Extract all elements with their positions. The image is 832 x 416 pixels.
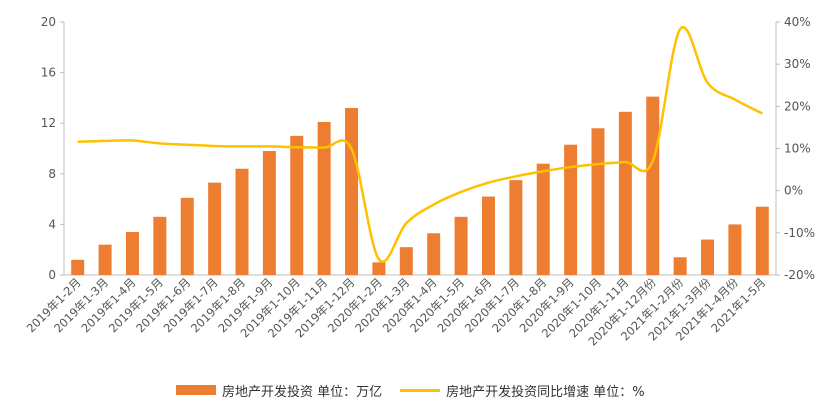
bar <box>372 262 386 275</box>
legend: 房地产开发投资 单位：万亿 房地产开发投资同比增速 单位：% <box>176 381 645 400</box>
bar <box>153 216 167 275</box>
bar <box>427 233 441 275</box>
bar <box>618 111 632 275</box>
bar <box>125 231 139 275</box>
right-axis: -20% -10% 0% 10% 20% 30% 40% <box>775 15 815 282</box>
bar <box>591 128 605 275</box>
legend-bar-label: 房地产开发投资 单位：万亿 <box>222 384 383 400</box>
bar <box>755 206 769 275</box>
right-axis-tick-label: 40% <box>784 15 811 29</box>
right-axis-tick-label: 0% <box>784 184 803 198</box>
bar <box>646 96 660 275</box>
x-axis-labels: 2019年1-2月2019年1-3月2019年1-4月2019年1-5月2019… <box>24 275 769 349</box>
bar <box>208 182 222 275</box>
right-axis-tick-label: 20% <box>784 99 811 113</box>
left-axis-tick-label: 16 <box>41 66 56 80</box>
bar <box>262 151 276 275</box>
bar <box>317 121 331 275</box>
bar <box>290 135 304 275</box>
bar <box>701 239 715 275</box>
bar <box>399 247 413 275</box>
line-series <box>77 25 763 263</box>
right-axis-tick-label: 10% <box>784 142 811 156</box>
left-axis-tick-label: 8 <box>48 167 56 181</box>
right-axis-tick-label: 30% <box>784 57 811 71</box>
bar <box>481 196 495 275</box>
bar <box>728 224 742 275</box>
legend-item-bar: 房地产开发投资 单位：万亿 <box>176 381 382 400</box>
left-axis: 0 4 8 12 16 20 <box>41 15 776 282</box>
right-axis-tick-label: -10% <box>784 226 815 240</box>
growth-line <box>77 25 763 263</box>
bar <box>536 163 550 275</box>
bar <box>345 108 359 276</box>
bar <box>180 197 194 275</box>
bar-series <box>71 96 769 276</box>
bar <box>509 180 523 275</box>
bar <box>564 144 578 275</box>
legend-item-line: 房地产开发投资同比增速 单位：% <box>382 381 645 400</box>
bar <box>71 259 85 275</box>
left-axis-tick-label: 4 <box>48 217 56 231</box>
left-axis-tick-label: 20 <box>41 15 56 29</box>
right-axis-tick-label: -20% <box>784 268 815 282</box>
left-axis-tick-label: 12 <box>41 116 56 130</box>
legend-bar-swatch <box>176 385 216 395</box>
bar <box>673 257 687 275</box>
bar <box>235 168 249 275</box>
bar <box>98 244 112 275</box>
bar <box>454 216 468 275</box>
legend-line-swatch <box>400 388 441 392</box>
left-axis-tick-label: 0 <box>48 268 56 282</box>
legend-line-label: 房地产开发投资同比增速 单位：% <box>446 384 645 400</box>
